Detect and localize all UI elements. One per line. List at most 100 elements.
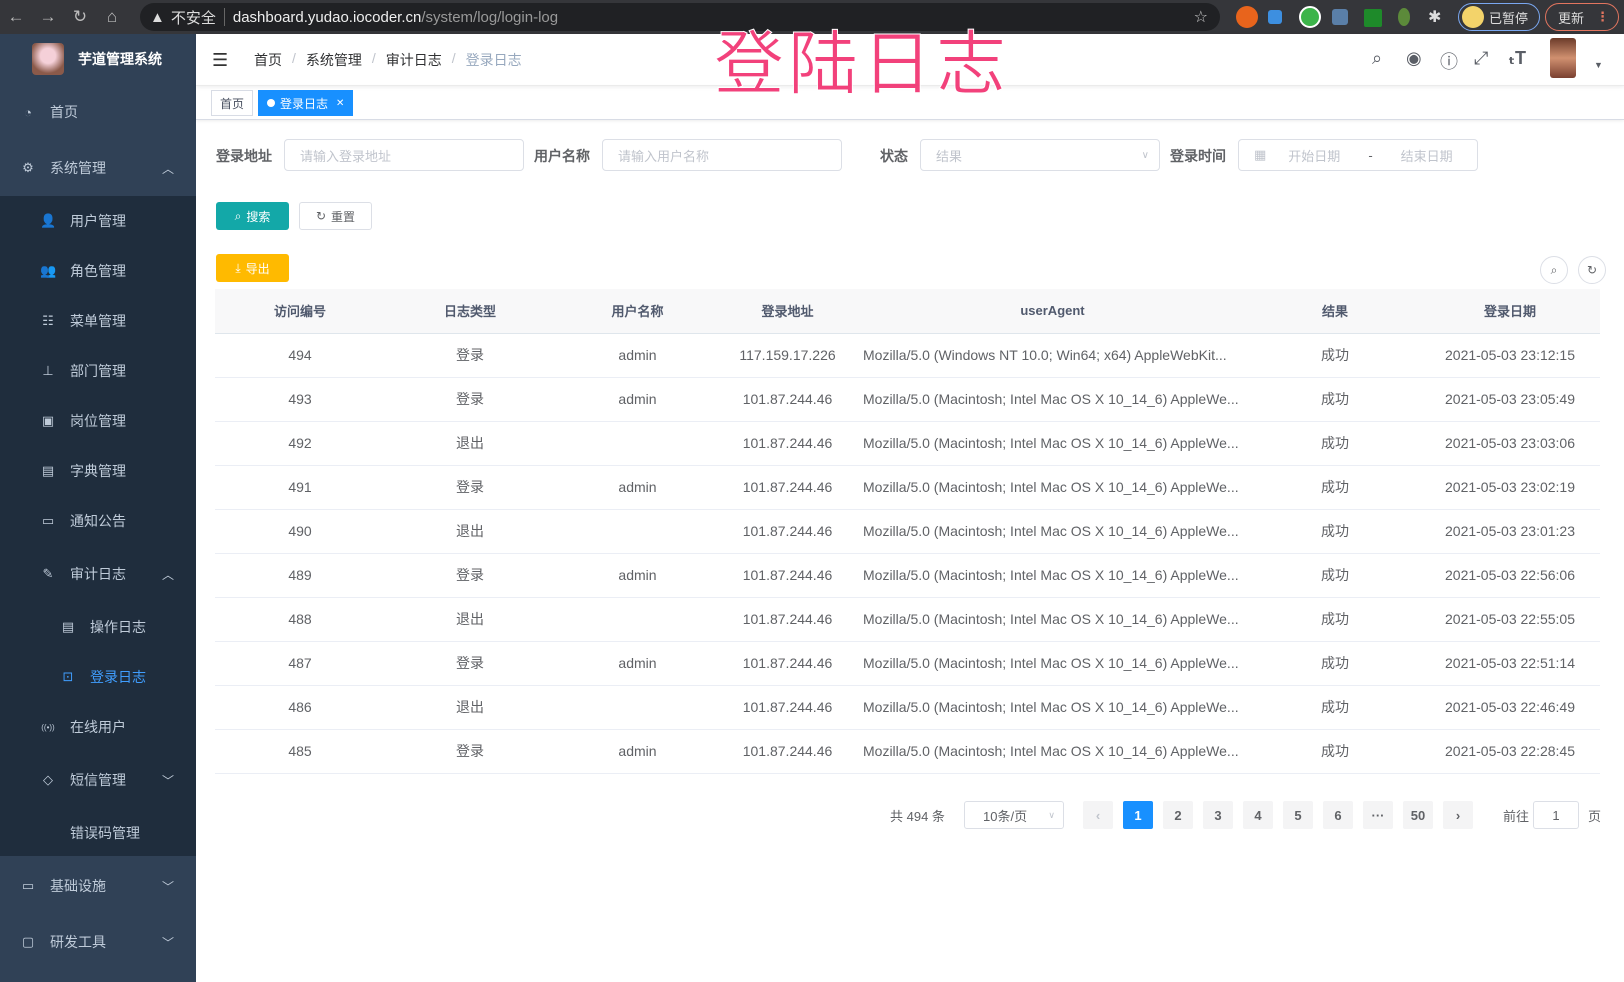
table-cell: admin (555, 729, 720, 774)
table-cell: 486 (215, 685, 385, 730)
sidebar-logo[interactable]: 芋道管理系统 (0, 34, 196, 84)
extension-icon[interactable] (1236, 6, 1258, 28)
table-cell: 登录 (385, 553, 555, 598)
sidebar-item-label: 错误码管理 (70, 825, 140, 841)
sidebar-item[interactable]: ((•)) 在线用户 (0, 702, 196, 752)
caret-down-icon[interactable]: ▼ (1594, 60, 1603, 70)
table-row[interactable]: 487 登录 admin 101.87.244.46 Mozilla/5.0 (Maci… (215, 641, 1600, 686)
table-row[interactable]: 492 退出 101.87.244.46 Mozilla/5.0 (Macintosh… (215, 421, 1600, 466)
ip-input[interactable]: 请输入登录地址 (284, 139, 524, 171)
table-cell: 2021-05-03 22:56:06 (1420, 553, 1600, 598)
sidebar-item[interactable]: 👥 角色管理 (0, 246, 196, 296)
sidebar-item[interactable]: ▭ 通知公告 (0, 496, 196, 546)
username-input[interactable]: 请输入用户名称 (602, 139, 842, 171)
table-row[interactable]: 488 退出 101.87.244.46 Mozilla/5.0 (Macintosh… (215, 597, 1600, 642)
fullscreen-icon[interactable]: ⤢ (1474, 48, 1489, 68)
table-cell: 成功 (1250, 597, 1420, 642)
forward-icon[interactable]: → (39, 7, 57, 26)
table-cell: Mozilla/5.0 (Macintosh; Intel Mac OS X 1… (855, 377, 1250, 422)
toggle-search-icon[interactable]: ⌕ (1540, 256, 1568, 284)
extension-icon[interactable] (1332, 9, 1348, 25)
extension-icon[interactable] (1268, 10, 1282, 24)
page-button[interactable]: 50 (1403, 801, 1433, 829)
reload-icon[interactable]: ↻ (72, 7, 88, 26)
table-row[interactable]: 491 登录 admin 101.87.244.46 Mozilla/5.0 (Maci… (215, 465, 1600, 510)
tag-login-log[interactable]: 登录日志 ✕ (258, 90, 354, 116)
sidebar-item[interactable]: ▢ 研发工具 ﹀ (0, 914, 196, 970)
breadcrumb-item[interactable]: 审计日志 (385, 52, 442, 68)
page-button[interactable]: 3 (1203, 801, 1233, 829)
bookmark-star-icon[interactable]: ☆ (1193, 9, 1208, 26)
github-icon[interactable]: ◉ (1406, 48, 1422, 68)
sidebar-item[interactable]: ▤ 字典管理 (0, 446, 196, 496)
page-button[interactable]: 6 (1323, 801, 1353, 829)
table-row[interactable]: 493 登录 admin 101.87.244.46 Mozilla/5.0 (Maci… (215, 377, 1600, 422)
refresh-icon[interactable]: ↻ (1578, 256, 1606, 284)
sidebar-item[interactable]: ✎ 审计日志 ︿ (0, 546, 196, 602)
home-icon[interactable]: ⌂ (106, 7, 118, 26)
tool-icon: ▢ (21, 934, 35, 949)
next-page-button[interactable]: › (1443, 801, 1473, 829)
logininfor-icon: ⊡ (62, 669, 74, 684)
page-button[interactable]: 5 (1283, 801, 1313, 829)
breadcrumb-item[interactable]: 系统管理 (305, 52, 362, 68)
sidebar-item[interactable]: ◔ 首页 (0, 84, 196, 140)
extension-icon[interactable] (1364, 9, 1382, 27)
page-button[interactable]: ··· (1363, 801, 1393, 829)
page-button[interactable]: 2 (1163, 801, 1193, 829)
sidebar-item[interactable]: ⊥ 部门管理 (0, 346, 196, 396)
sidebar-item[interactable]: ▭ 基础设施 ﹀ (0, 858, 196, 914)
table-cell: Mozilla/5.0 (Windows NT 10.0; Win64; x64… (855, 333, 1250, 378)
chevron-up-icon: ︿ (161, 567, 174, 582)
status-select[interactable]: 结果 ∨ (920, 139, 1160, 171)
sidebar-item[interactable]: ▤ 操作日志 (0, 602, 196, 652)
search-button[interactable]: ⌕ 搜索 (216, 202, 289, 230)
search-icon[interactable]: ⌕ (1372, 48, 1383, 68)
close-icon[interactable]: ✕ (336, 97, 345, 109)
address-bar[interactable]: ▲ 不安全 dashboard.yudao.iocoder.cn/system/… (140, 3, 1220, 31)
help-icon[interactable]: ⓘ (1440, 52, 1458, 72)
tag-home[interactable]: 首页 (211, 90, 254, 116)
sidebar-item[interactable]: ☷ 菜单管理 (0, 296, 196, 346)
breadcrumb-item[interactable]: 首页 (254, 52, 282, 68)
monitor-icon: ▭ (21, 878, 35, 893)
table-row[interactable]: 486 退出 101.87.244.46 Mozilla/5.0 (Macintosh… (215, 685, 1600, 730)
table-cell: 成功 (1250, 333, 1420, 378)
sidebar-item[interactable]: ▣ 岗位管理 (0, 396, 196, 446)
sidebar-item[interactable]: ◇ 短信管理 ﹀ (0, 752, 196, 808)
page-button[interactable]: 4 (1243, 801, 1273, 829)
divider (223, 8, 225, 26)
goto-label: 前往 (1503, 808, 1530, 824)
profile-button[interactable]: 已暂停 (1458, 3, 1540, 31)
table-row[interactable]: 485 登录 admin 101.87.244.46 Mozilla/5.0 (Maci… (215, 729, 1600, 774)
reset-button[interactable]: ↻ 重置 (299, 202, 372, 230)
table-row[interactable]: 489 登录 admin 101.87.244.46 Mozilla/5.0 (Maci… (215, 553, 1600, 598)
font-size-icon[interactable]: ₜT (1508, 48, 1526, 68)
chevron-down-icon: ∨ (1141, 149, 1149, 161)
sidebar-item[interactable]: ⚙ 系统管理 ︿ (0, 140, 196, 196)
goto-page-input[interactable]: 1 (1533, 801, 1579, 829)
table-cell (555, 421, 720, 466)
avatar[interactable] (1550, 38, 1576, 78)
table-row[interactable]: 490 退出 101.87.244.46 Mozilla/5.0 (Macintosh… (215, 509, 1600, 554)
table-cell: admin (555, 377, 720, 422)
sidebar-item-label: 操作日志 (90, 619, 146, 635)
sidebar-item[interactable]: 👤 用户管理 (0, 196, 196, 246)
sidebar-item[interactable]: ⊡ 登录日志 (0, 652, 196, 702)
export-button[interactable]: ⤓ 导出 (216, 254, 289, 282)
login-log-table: 访问编号 日志类型 用户名称 登录地址 userAgent 结果 登录日期 494 登录 adm… (215, 289, 1600, 774)
page-button[interactable]: 1 (1123, 801, 1153, 829)
extension-icon[interactable] (1299, 6, 1321, 28)
update-button[interactable]: 更新 ⋮ (1545, 3, 1619, 31)
date-range-picker[interactable]: ▦ 开始日期 - 结束日期 (1238, 139, 1478, 171)
page-size-select[interactable]: 10条/页 ∨ (964, 801, 1064, 829)
sidebar-item-label: 字典管理 (70, 463, 126, 479)
extension-icon[interactable] (1398, 8, 1410, 26)
sidebar-item[interactable]: 错误码管理 (0, 808, 196, 858)
hamburger-icon[interactable]: ☰ (212, 50, 229, 70)
puzzle-icon[interactable]: ✱ (1428, 9, 1442, 26)
table-cell: 490 (215, 509, 385, 554)
table-row[interactable]: 494 登录 admin 117.159.17.226 Mozilla/5.0 (Win… (215, 333, 1600, 378)
back-icon[interactable]: ← (7, 7, 25, 26)
prev-page-button[interactable]: ‹ (1083, 801, 1113, 829)
